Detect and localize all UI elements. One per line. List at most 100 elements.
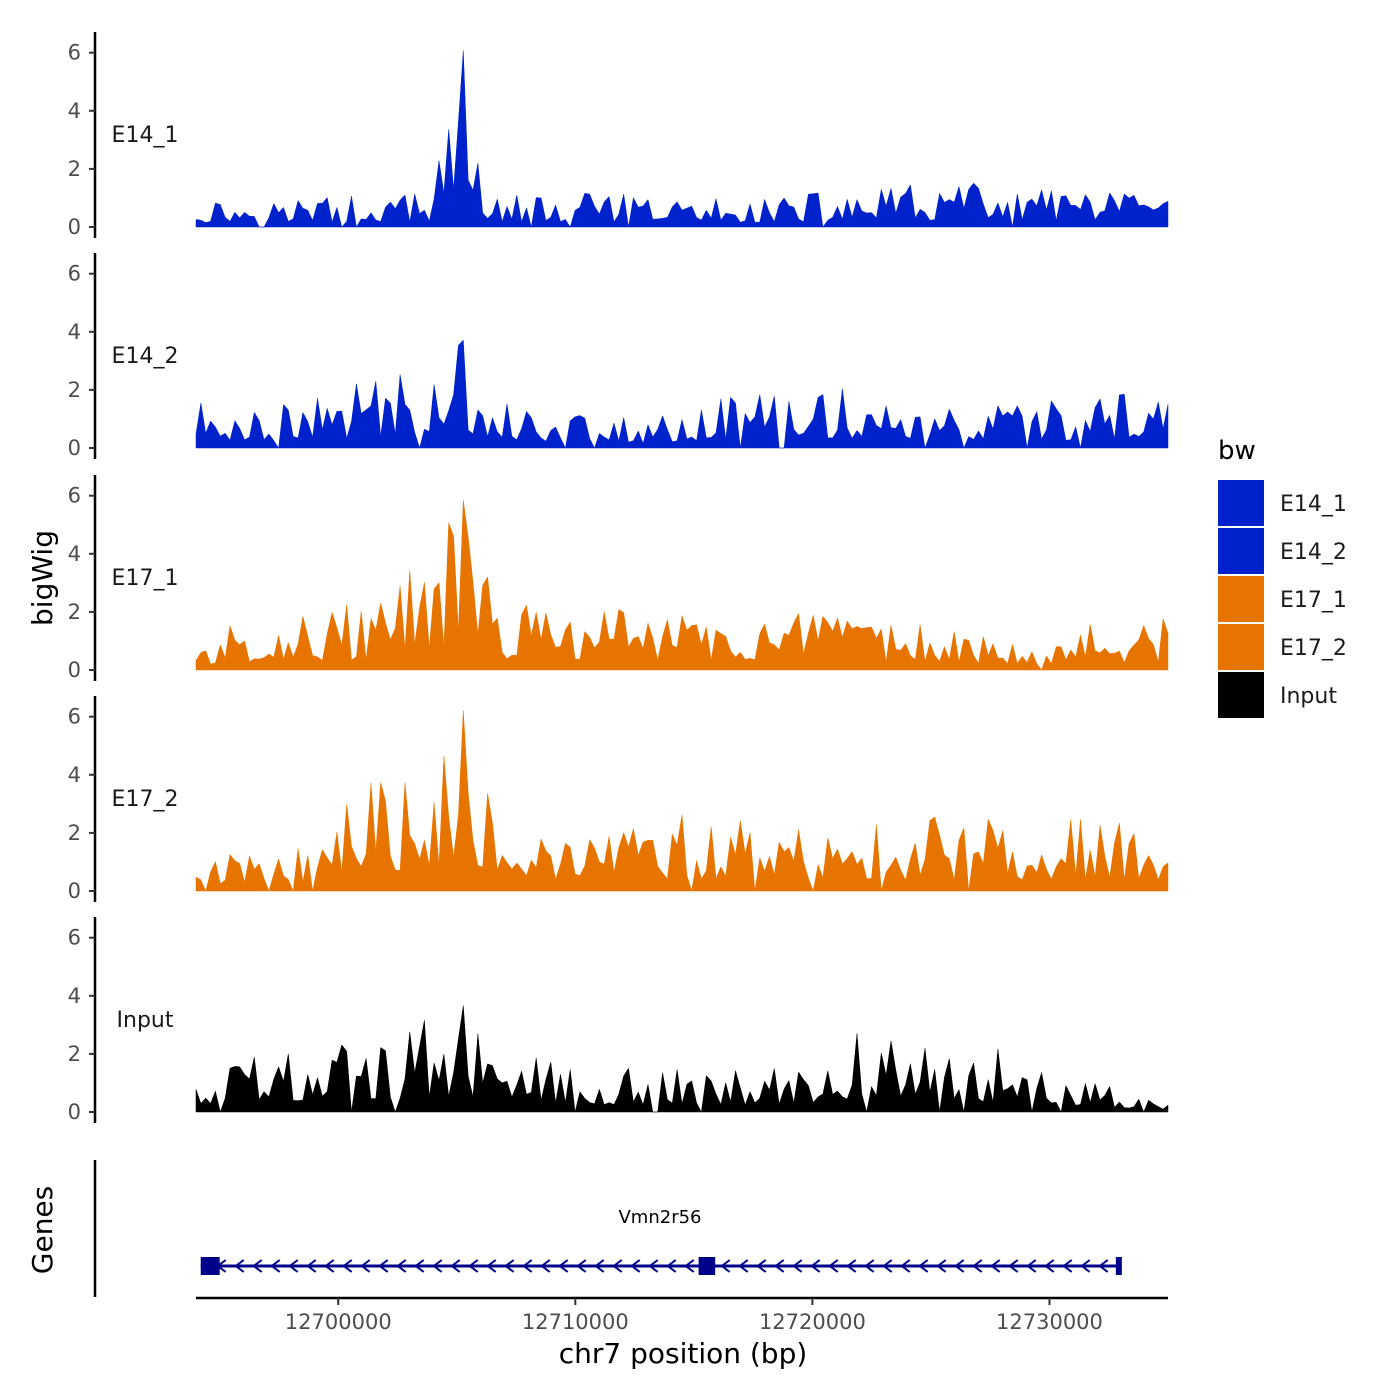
legend-title: bw <box>1218 436 1256 466</box>
track-panel-E14_1: 0 2 4 6 E14_1 <box>68 32 1169 239</box>
coverage-area-E14_1 <box>195 50 1169 228</box>
legend-label-E17_1: E17_1 <box>1280 588 1347 613</box>
strand-arrow-icon <box>1008 1259 1019 1273</box>
y-tick-label: 0 <box>68 215 81 239</box>
legend-swatch-E17_1 <box>1218 576 1264 622</box>
legend: bw E14_1 E14_2 E17_1 E17_2 Input <box>1218 436 1347 718</box>
y-tick-label: 0 <box>68 658 81 682</box>
x-axis-title: chr7 position (bp) <box>559 1337 808 1370</box>
coverage-area-Input <box>195 1005 1169 1113</box>
strand-arrow-icon <box>882 1259 893 1273</box>
x-tick-label: 12710000 <box>522 1310 629 1334</box>
coverage-area-E17_1 <box>195 500 1169 671</box>
strand-arrow-icon <box>540 1259 551 1273</box>
legend-label-E14_1: E14_1 <box>1280 492 1347 517</box>
y-tick-label: 4 <box>68 542 81 566</box>
x-axis: 12700000 12710000 12720000 12730000 <box>196 1296 1168 1334</box>
gene-panel: Vmn2r56 <box>93 1160 1122 1297</box>
legend-swatch-E14_2 <box>1218 528 1264 574</box>
y-tick-label: 4 <box>68 320 81 344</box>
y-tick-label: 0 <box>68 436 81 460</box>
strand-arrow-icon <box>558 1259 569 1273</box>
x-tick-label: 12720000 <box>759 1310 866 1334</box>
strand-arrow-icon <box>450 1259 461 1273</box>
strand-arrow-icon <box>666 1259 677 1273</box>
legend-swatch-E17_2 <box>1218 624 1264 670</box>
y-tick-label: 6 <box>68 262 81 286</box>
track-panel-Input: 0 2 4 6 Input <box>68 917 1169 1124</box>
y-tick-label: 2 <box>68 821 81 845</box>
y-tick-label: 2 <box>68 378 81 402</box>
strand-arrow-icon <box>360 1259 371 1273</box>
legend-label-Input: Input <box>1280 684 1337 709</box>
strand-arrow-icon <box>306 1259 317 1273</box>
strand-arrow-icon <box>342 1259 353 1273</box>
strand-arrow-icon <box>972 1259 983 1273</box>
strand-arrow-icon <box>918 1259 929 1273</box>
strand-arrow-icon <box>900 1259 911 1273</box>
strand-arrow-icon <box>234 1259 245 1273</box>
strand-arrow-icon <box>522 1259 533 1273</box>
gene-exon <box>200 1257 220 1275</box>
y-tick-label: 6 <box>68 705 81 729</box>
track-label: E14_2 <box>112 344 179 369</box>
strand-arrow-icon <box>252 1259 263 1273</box>
gene-exon <box>698 1257 716 1275</box>
strand-arrow-icon <box>486 1259 497 1273</box>
y-tick-label: 6 <box>68 484 81 508</box>
strand-arrow-icon <box>738 1259 749 1273</box>
y-tick-label: 6 <box>68 41 81 65</box>
strand-arrow-icon <box>774 1259 785 1273</box>
strand-arrow-icon <box>954 1259 965 1273</box>
tracks-layer: 0 2 4 6 E14_1 0 2 4 6 E14_2 0 2 4 6 E17_1 0 2 4 6 E17_2 0 2 4 6… <box>68 32 1169 1124</box>
strand-arrow-icon <box>1080 1259 1091 1273</box>
strand-arrow-icon <box>936 1259 947 1273</box>
y-axis-title: bigWig <box>26 530 59 626</box>
strand-arrow-icon <box>810 1259 821 1273</box>
legend-label-E17_2: E17_2 <box>1280 636 1347 661</box>
track-panel-E14_2: 0 2 4 6 E14_2 <box>68 253 1169 460</box>
strand-arrow-icon <box>648 1259 659 1273</box>
coverage-area-E17_2 <box>195 710 1169 892</box>
strand-arrow-icon <box>1026 1259 1037 1273</box>
strand-arrow-icon <box>576 1259 587 1273</box>
legend-label-E14_2: E14_2 <box>1280 540 1347 565</box>
strand-arrow-icon <box>324 1259 335 1273</box>
x-tick-label: 12700000 <box>285 1310 392 1334</box>
strand-arrow-icon <box>990 1259 1001 1273</box>
strand-arrow-icon <box>684 1259 695 1273</box>
strand-arrow-icon <box>756 1259 767 1273</box>
y-tick-label: 4 <box>68 763 81 787</box>
coverage-area-E14_2 <box>195 339 1169 449</box>
track-label: E17_2 <box>112 787 179 812</box>
strand-arrow-icon <box>378 1259 389 1273</box>
strand-arrow-icon <box>396 1259 407 1273</box>
track-label: Input <box>117 1008 174 1033</box>
y-tick-label: 0 <box>68 879 81 903</box>
y-tick-label: 2 <box>68 157 81 181</box>
strand-arrow-icon <box>414 1259 425 1273</box>
y-tick-label: 4 <box>68 984 81 1008</box>
legend-swatch-Input <box>1218 672 1264 718</box>
strand-arrow-icon <box>1062 1259 1073 1273</box>
x-tick-label: 12730000 <box>996 1310 1103 1334</box>
strand-arrow-icon <box>432 1259 443 1273</box>
strand-arrow-icon <box>288 1259 299 1273</box>
strand-arrow-icon <box>792 1259 803 1273</box>
strand-arrow-icon <box>630 1259 641 1273</box>
strand-arrow-icon <box>720 1259 731 1273</box>
strand-arrow-icon <box>1044 1259 1055 1273</box>
strand-arrow-icon <box>468 1259 479 1273</box>
strand-arrow-icon <box>594 1259 605 1273</box>
strand-arrow-icon <box>270 1259 281 1273</box>
track-label: E17_1 <box>112 566 179 591</box>
strand-arrow-icon <box>864 1259 875 1273</box>
y-tick-label: 2 <box>68 600 81 624</box>
track-label: E14_1 <box>112 123 179 148</box>
track-panel-E17_1: 0 2 4 6 E17_1 <box>68 475 1169 682</box>
legend-swatch-E14_1 <box>1218 480 1264 526</box>
strand-arrow-icon <box>504 1259 515 1273</box>
y-tick-label: 6 <box>68 926 81 950</box>
track-panel-E17_2: 0 2 4 6 E17_2 <box>68 696 1169 903</box>
